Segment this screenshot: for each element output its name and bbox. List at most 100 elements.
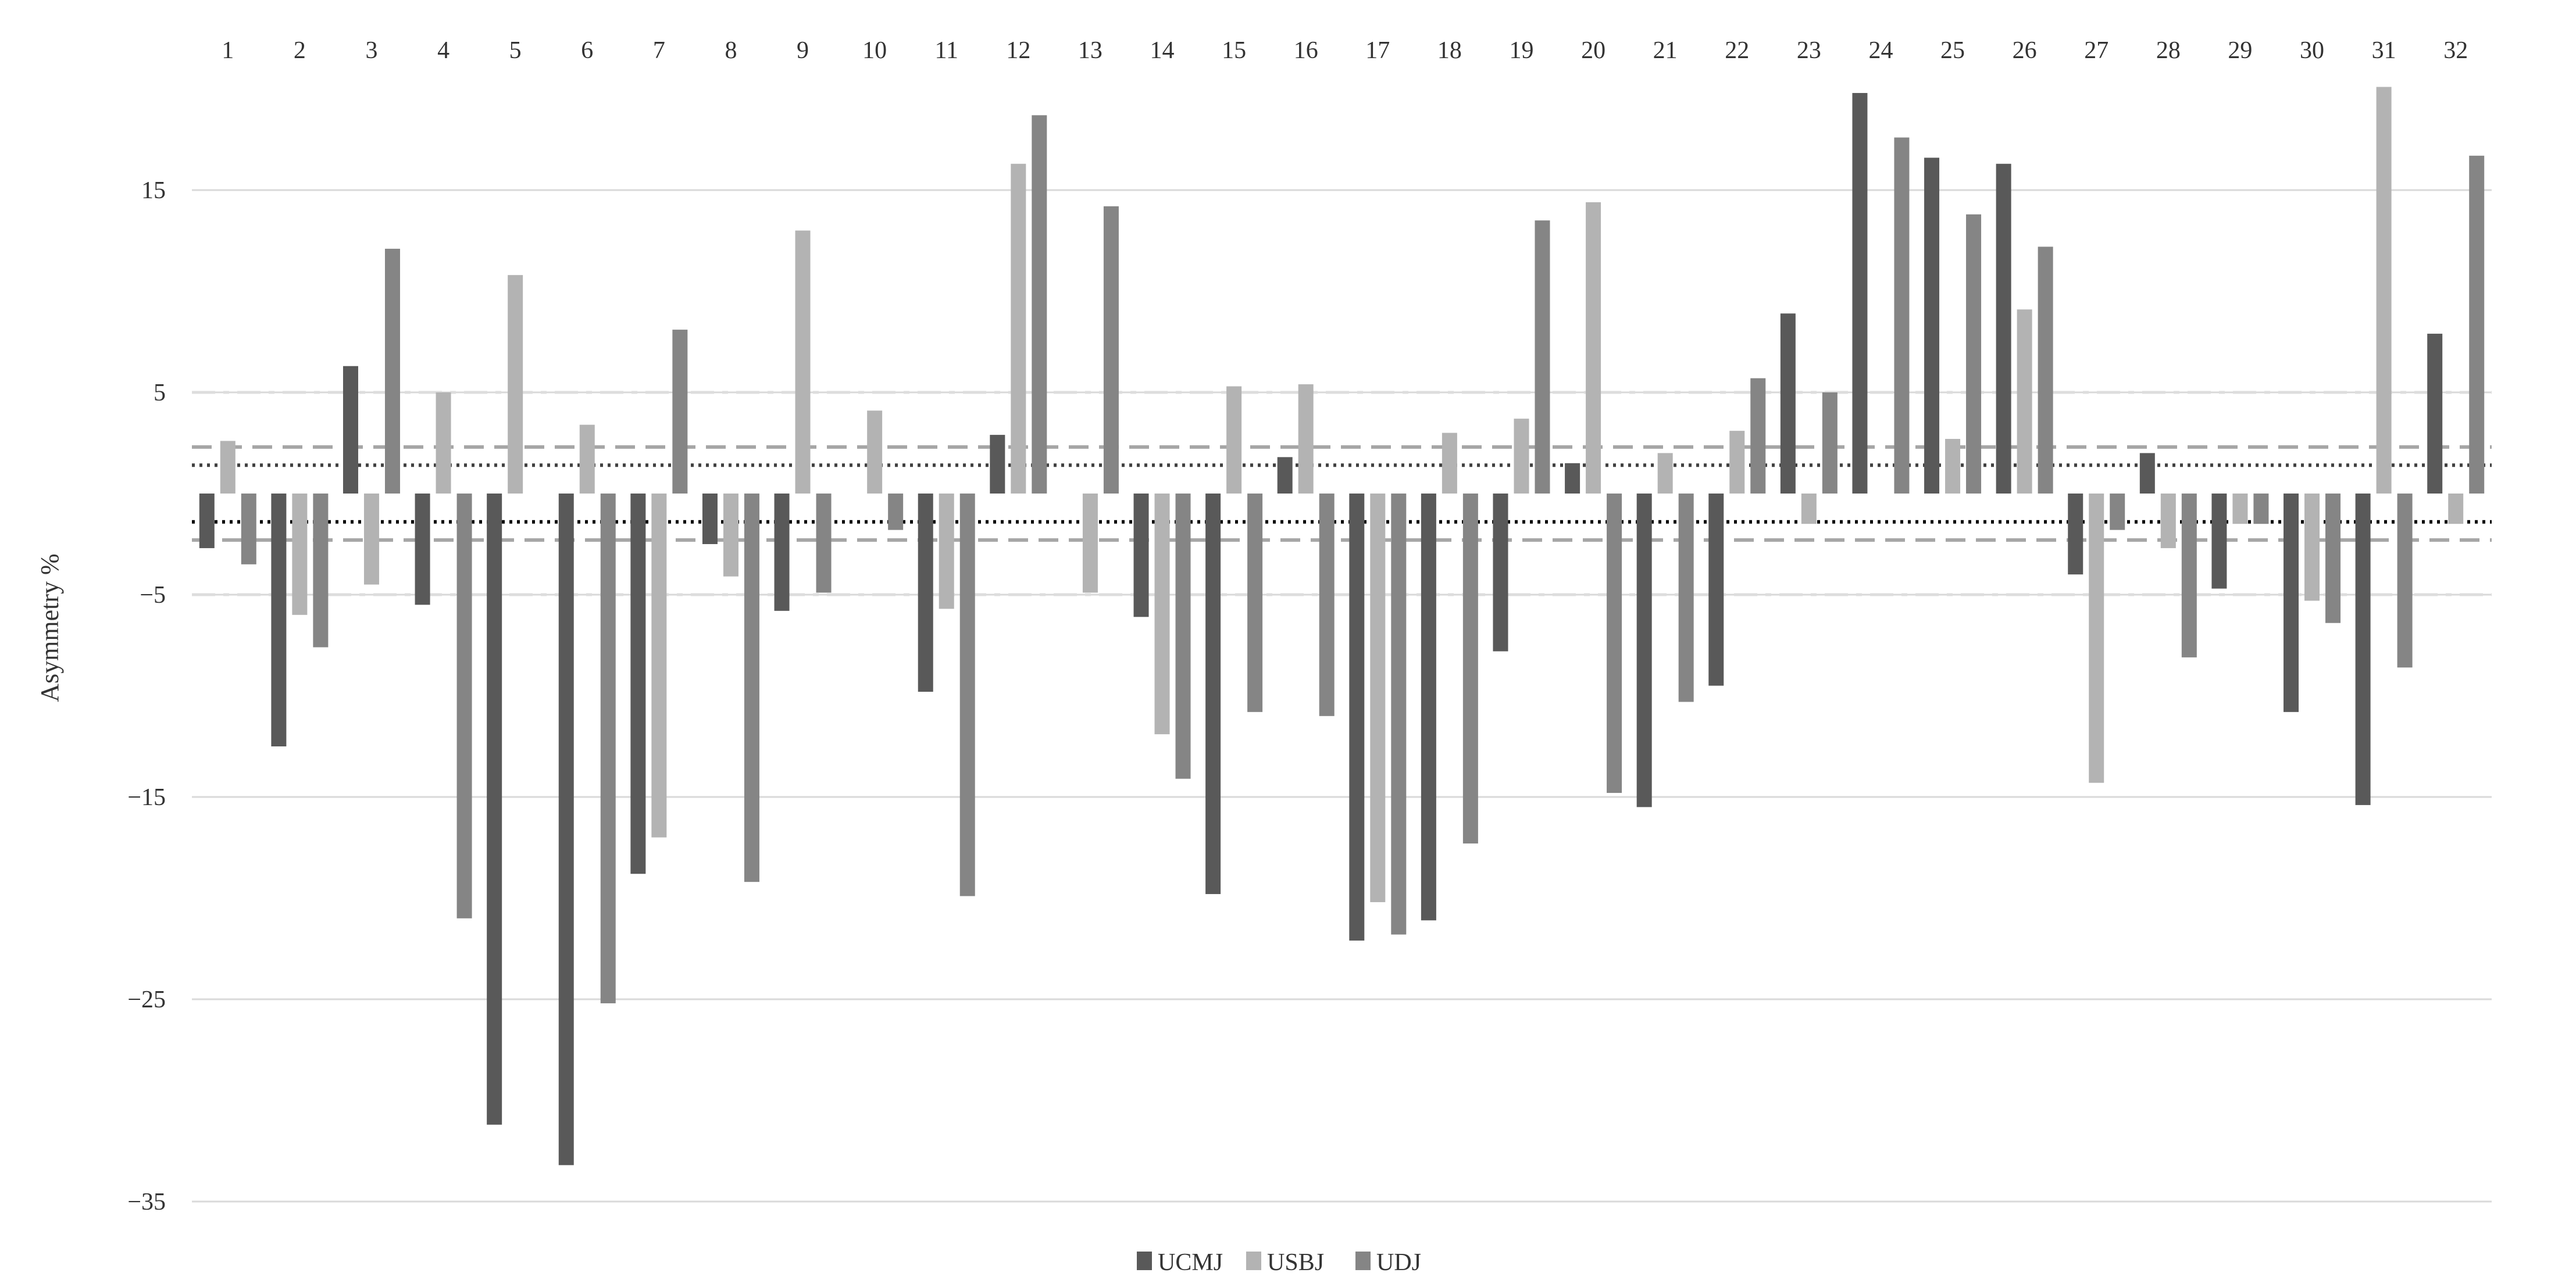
y-tick-label: −35 [127,1189,166,1216]
bar-ucmj [630,494,646,874]
bar-usbj [2232,494,2248,524]
bar-udj [1607,494,1622,793]
bar-udj [600,494,616,1003]
bar-usbj [1011,163,1026,494]
bar-udj [456,494,472,918]
bar-ucmj [2068,494,2083,575]
bar-udj [1319,494,1335,716]
x-category-label: 10 [862,37,887,64]
y-tick-label: 5 [154,380,166,406]
bar-usbj [220,441,236,494]
bar-udj [2325,494,2341,623]
legend-swatch [1355,1252,1371,1270]
x-axis-category-labels: 1 2 3 4 5 6 7 8 9 10 11 12 13 14 15 16 17 18 19 20 21 22 23 24 2… [222,37,2468,64]
bar-usbj [1226,386,1242,494]
bar-udj [672,330,688,494]
bar-udj [2469,155,2485,494]
x-category-label: 12 [1006,37,1030,64]
bar-udj [2253,494,2269,524]
bar-ucmj [1133,494,1149,617]
bar-udj [384,248,400,494]
bar-usbj [1442,432,1457,494]
x-category-label: 19 [1509,37,1533,64]
bar-udj [2038,246,2053,494]
bar-ucmj [2211,494,2227,589]
bar-udj [1678,494,1694,702]
y-axis-tick-labels: 15 5 −5 −15 −25 −35 [127,177,166,1216]
bar-udj [1750,378,1766,494]
bar-usbj [795,230,811,494]
bar-ucmj [1708,494,1724,686]
y-tick-label: −5 [140,582,166,609]
bar-ucmj [1565,463,1580,494]
bar-ucmj [1421,494,1436,921]
bar-udj [816,494,832,593]
bar-udj [1032,115,1047,494]
bar-usbj [436,392,451,494]
bar-usbj [363,494,379,585]
bar-usbj [1945,439,1961,494]
bar-usbj [2089,494,2104,783]
y-tick-label: −25 [127,986,166,1013]
bar-usbj [723,494,738,577]
bar-ucmj [2284,494,2299,712]
bar-udj [744,494,759,882]
bar-ucmj [1924,158,1940,494]
x-category-label: 15 [1222,37,1246,64]
bar-ucmj [918,494,933,692]
bar-ucmj [415,494,430,605]
reference-lines [192,391,2492,596]
bar-udj [1535,220,1550,494]
x-category-label: 23 [1797,37,1821,64]
bar-usbj [1801,494,1817,524]
bar-udj [959,494,975,896]
bar-usbj [2160,494,2176,548]
x-category-label: 11 [935,37,958,64]
bar-usbj [939,494,954,609]
bar-ucmj [1205,494,1221,895]
x-category-label: 4 [437,37,449,64]
legend-label: UCMJ [1158,1249,1223,1276]
bar-ucmj [990,435,1005,494]
bar-udj [888,494,904,530]
bar-ucmj [1349,494,1365,941]
bar-udj [2110,494,2125,530]
x-category-label: 25 [1940,37,1965,64]
bar-ucmj [2355,494,2371,805]
x-category-label: 26 [2013,37,2037,64]
bar-udj [1247,494,1263,712]
bar-udj [241,494,256,564]
x-category-label: 22 [1725,37,1749,64]
bar-udj [313,494,329,648]
bar-usbj [867,410,883,494]
bar-ucmj [1996,163,2011,494]
bar-ucmj [1852,92,1868,494]
bar-ucmj [2427,334,2443,494]
bar-ucmj [1493,494,1508,652]
legend: UCMJ USBJ UDJ [1137,1249,1421,1276]
bar-ucmj [487,494,502,1125]
bar-usbj [1082,494,1098,593]
x-category-label: 2 [294,37,306,64]
x-category-label: 9 [797,37,809,64]
bar-udj [1894,137,1910,494]
bar-usbj [1298,384,1314,494]
x-category-label: 28 [2156,37,2181,64]
bar-udj [1966,214,1982,494]
bar-usbj [1657,453,1673,494]
bar-usbj [1154,494,1170,735]
bar-ucmj [2139,453,2155,494]
x-category-label: 16 [1294,37,1318,64]
legend-swatch [1137,1252,1152,1270]
bar-usbj [1370,494,1386,902]
x-category-label: 21 [1653,37,1678,64]
bar-usbj [292,494,308,615]
bar-udj [1822,392,1838,494]
bar-usbj [2376,87,2392,494]
x-category-label: 7 [653,37,665,64]
bar-usbj [2448,494,2464,524]
x-category-label: 1 [222,37,234,64]
bar-udj [1103,206,1119,494]
